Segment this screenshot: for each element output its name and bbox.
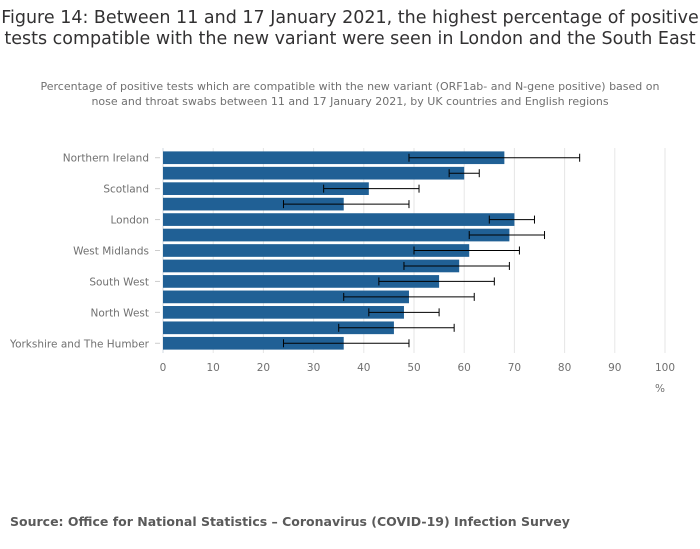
error-bars: [282, 153, 581, 348]
bar: [163, 182, 369, 195]
x-tick-label: 20: [257, 362, 270, 374]
x-tick-label: 40: [357, 362, 370, 374]
bar: [163, 306, 404, 319]
bar: [163, 244, 470, 257]
category-label: North West: [90, 307, 149, 319]
x-tick-label: 60: [458, 362, 471, 374]
x-axis-ticks: 0 10 20 30 40 50 60 70 80 90 100: [160, 362, 675, 374]
x-tick-label: 10: [207, 362, 220, 374]
bars: [163, 151, 515, 350]
category-label: London: [111, 215, 150, 227]
x-axis-label: %: [655, 383, 665, 395]
x-tick-label: 0: [160, 362, 167, 374]
bar: [163, 275, 440, 288]
chart-title: Figure 14: Between 11 and 17 January 202…: [1, 8, 699, 49]
category-labels: Northern Ireland Scotland London West Midla…: [9, 153, 160, 350]
x-tick-label: 80: [558, 362, 571, 374]
chart-subtitle: Percentage of positive tests which are c…: [40, 80, 660, 108]
x-tick-label: 30: [307, 362, 320, 374]
bar: [163, 290, 409, 304]
source-note: Source: Office for National Statistics –…: [10, 514, 570, 529]
bar: [163, 151, 505, 165]
bar: [163, 321, 394, 335]
category-label: West Midlands: [73, 246, 149, 258]
bar: [163, 213, 515, 226]
bar: [163, 228, 510, 242]
category-label: Yorkshire and The Humber: [9, 338, 150, 350]
x-tick-label: 70: [508, 362, 521, 374]
x-tick-label: 100: [655, 362, 675, 374]
category-label: Scotland: [103, 184, 149, 196]
x-tick-label: 50: [407, 362, 420, 374]
x-tick-label: 90: [608, 362, 621, 374]
category-label: Northern Ireland: [63, 153, 149, 165]
bar: [163, 166, 465, 180]
bar: [163, 259, 460, 273]
bar: [163, 336, 344, 350]
bar: [163, 197, 344, 211]
category-label: South West: [89, 276, 149, 288]
